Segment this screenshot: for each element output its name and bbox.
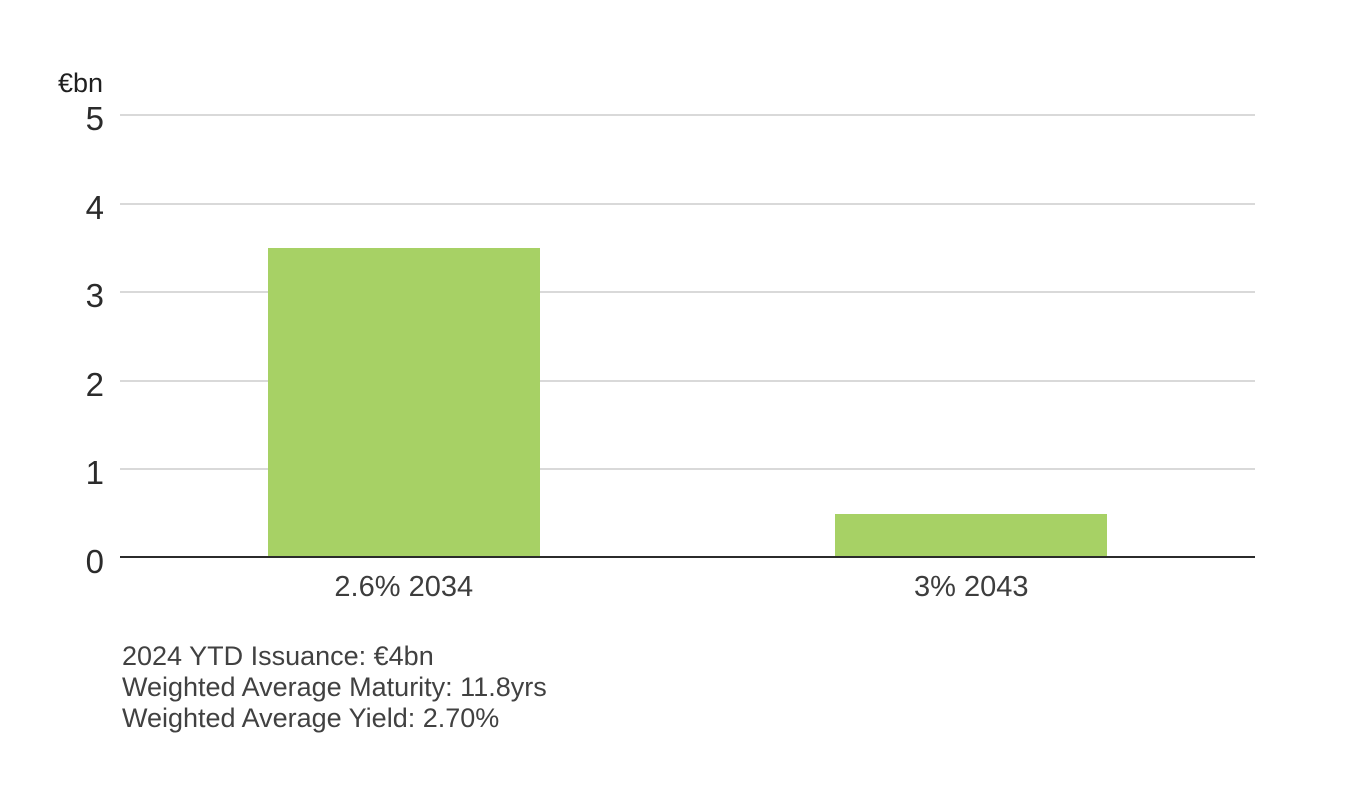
y-axis-tick-label: 1 [85,454,104,492]
y-axis-tick-label: 3 [85,277,104,315]
bar-2-6-2034 [267,247,540,558]
summary-line-issuance: 2024 YTD Issuance: €4bn [122,641,434,671]
x-axis-category-label: 3% 2043 [914,571,1029,603]
x-axis-category-labels: 2.6% 2034 3% 2043 [120,571,1255,605]
gridline [120,114,1255,116]
bar-3-2043 [835,513,1108,558]
y-axis-tick-label: 2 [85,365,104,403]
gridline [120,291,1255,294]
plot-area [120,114,1255,558]
summary-line-maturity: Weighted Average Maturity: 11.8yrs [122,672,547,702]
summary-annotation-block: 2024 YTD Issuance: €4bn Weighted Average… [122,641,547,734]
y-axis-tick-label: 5 [85,100,104,137]
x-axis-line [120,556,1255,558]
gridline [120,202,1255,205]
y-axis-tick-label: 4 [85,188,104,226]
gridline [120,468,1255,471]
x-axis-category-label: 2.6% 2034 [334,571,474,603]
y-axis-unit-label: €bn [58,68,104,98]
summary-line-yield: Weighted Average Yield: 2.70% [122,703,500,733]
gridline [120,379,1255,382]
y-axis-tick-label: 0 [85,543,104,580]
